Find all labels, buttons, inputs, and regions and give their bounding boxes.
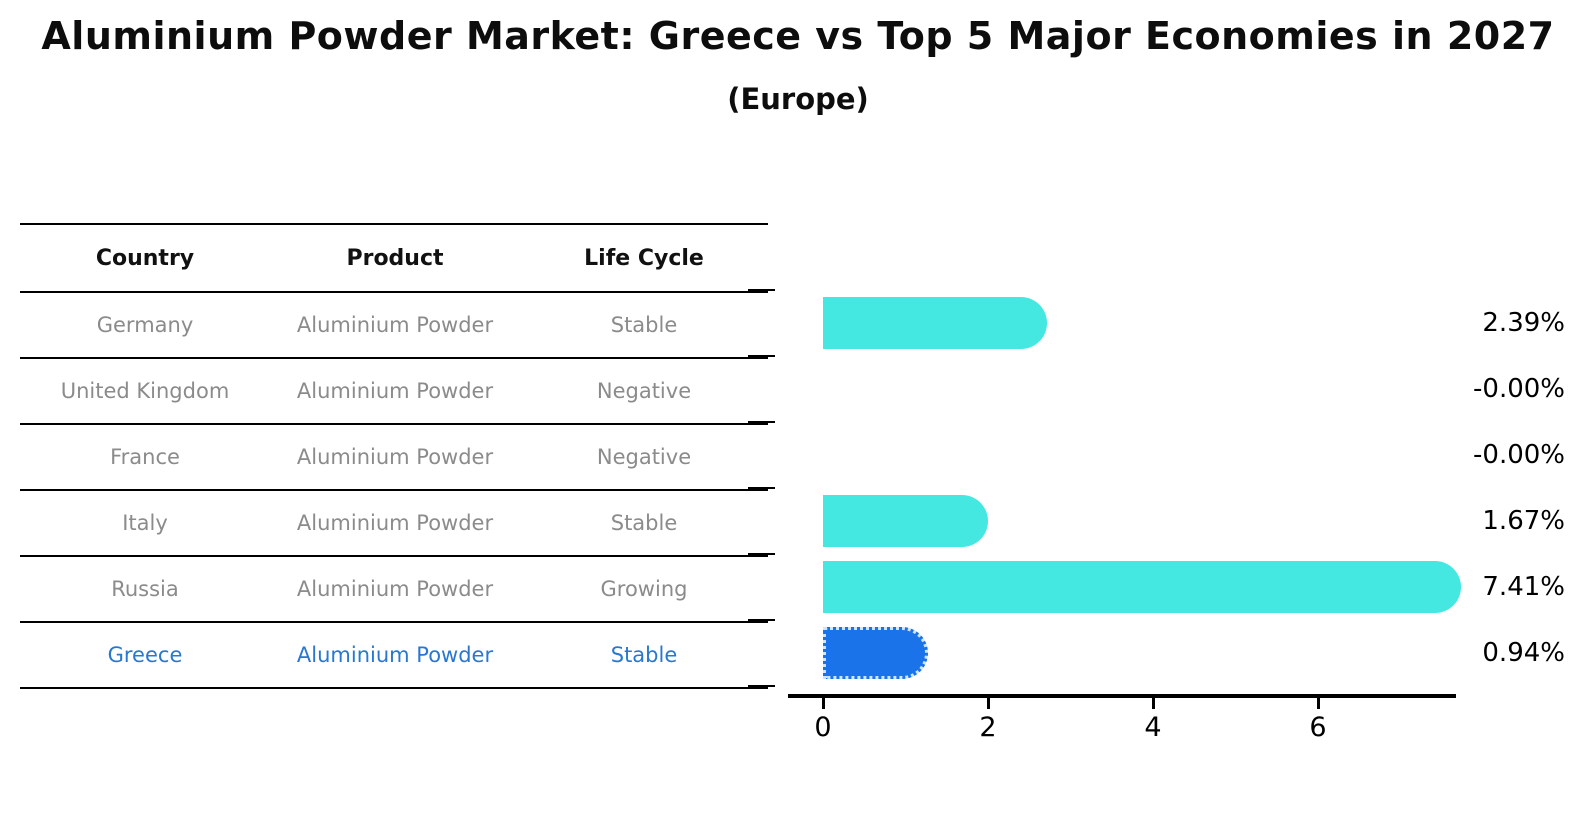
table-row: Italy Aluminium Powder Stable bbox=[20, 491, 768, 557]
y-axis-tick bbox=[748, 553, 775, 555]
cell-life-cycle: Stable bbox=[610, 643, 678, 667]
x-axis-line bbox=[788, 694, 1456, 698]
bar-russia bbox=[823, 561, 1462, 613]
cell-product: Aluminium Powder bbox=[296, 379, 494, 403]
table-header-life-cycle: Life Cycle bbox=[584, 245, 704, 271]
x-axis-tick-label: 2 bbox=[979, 712, 997, 743]
cell-life-cycle: Negative bbox=[596, 379, 692, 403]
bar-germany bbox=[823, 297, 1048, 349]
y-axis-tick bbox=[748, 421, 775, 423]
value-label: 0.94% bbox=[1482, 638, 1565, 668]
cell-country: Germany bbox=[96, 313, 194, 337]
x-axis-tick bbox=[987, 698, 990, 709]
value-label: -0.00% bbox=[1473, 440, 1565, 470]
y-axis-tick bbox=[748, 487, 775, 489]
x-axis-tick bbox=[1317, 698, 1320, 709]
table-row: Greece Aluminium Powder Stable bbox=[20, 623, 768, 689]
cell-product: Aluminium Powder bbox=[296, 511, 494, 535]
value-label: 1.67% bbox=[1482, 506, 1565, 536]
y-axis-tick bbox=[748, 685, 775, 687]
bar-greece bbox=[823, 627, 928, 679]
table-row: United Kingdom Aluminium Powder Negative bbox=[20, 359, 768, 425]
cell-country: Greece bbox=[107, 643, 183, 667]
cell-country: United Kingdom bbox=[60, 379, 230, 403]
cell-country: Russia bbox=[111, 577, 179, 601]
cell-country: France bbox=[110, 445, 180, 469]
cell-life-cycle: Stable bbox=[610, 511, 678, 535]
cell-product: Aluminium Powder bbox=[296, 643, 494, 667]
y-axis-tick bbox=[748, 619, 775, 621]
chart-subtitle: (Europe) bbox=[727, 82, 869, 116]
x-axis-tick-label: 6 bbox=[1309, 712, 1327, 743]
chart-title: Aluminium Powder Market: Greece vs Top 5… bbox=[41, 14, 1555, 58]
cell-product: Aluminium Powder bbox=[296, 445, 494, 469]
value-label: -0.00% bbox=[1473, 374, 1565, 404]
value-label: 2.39% bbox=[1482, 308, 1565, 338]
x-axis-tick bbox=[1152, 698, 1155, 709]
x-axis-tick-label: 0 bbox=[814, 712, 832, 743]
cell-life-cycle: Negative bbox=[596, 445, 692, 469]
table-header-country: Country bbox=[95, 245, 195, 271]
cell-life-cycle: Stable bbox=[610, 313, 678, 337]
cell-country: Italy bbox=[122, 511, 168, 535]
value-label: 7.41% bbox=[1482, 572, 1565, 602]
table-header-row: Country Product Life Cycle bbox=[20, 223, 768, 293]
table-row: Russia Aluminium Powder Growing bbox=[20, 557, 768, 623]
x-axis-tick bbox=[822, 698, 825, 709]
table-row: France Aluminium Powder Negative bbox=[20, 425, 768, 491]
cell-product: Aluminium Powder bbox=[296, 313, 494, 337]
x-axis-tick-label: 4 bbox=[1144, 712, 1162, 743]
y-axis-tick bbox=[748, 355, 775, 357]
cell-life-cycle: Growing bbox=[600, 577, 688, 601]
table-row: Germany Aluminium Powder Stable bbox=[20, 293, 768, 359]
y-axis-tick bbox=[748, 289, 775, 291]
table-header-product: Product bbox=[346, 245, 444, 271]
cell-product: Aluminium Powder bbox=[296, 577, 494, 601]
country-table: Country Product Life Cycle Germany Alumi… bbox=[20, 223, 768, 689]
bar-italy bbox=[823, 495, 988, 547]
